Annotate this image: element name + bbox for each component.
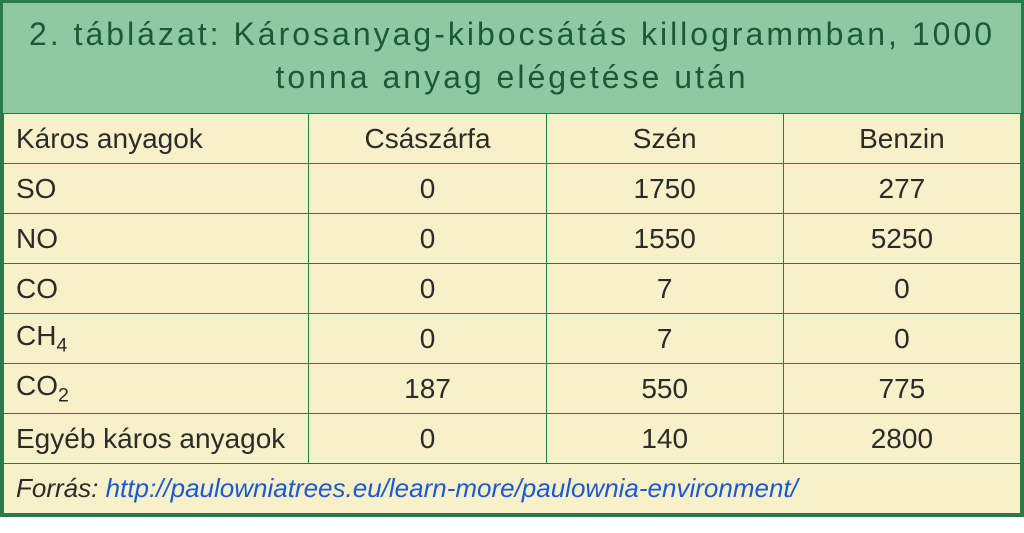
table-footer-cell: Forrás: http://paulowniatrees.eu/learn-m…: [4, 464, 1021, 514]
emissions-table: Káros anyagok Császárfa Szén Benzin SO01…: [3, 113, 1021, 514]
table-header-row: Káros anyagok Császárfa Szén Benzin: [4, 114, 1021, 164]
table-cell: 775: [783, 364, 1020, 414]
table-cell: 0: [783, 264, 1020, 314]
table-cell: 550: [546, 364, 783, 414]
table-title: 2. táblázat: Károsanyag-kibocsátás killo…: [3, 3, 1021, 113]
emissions-table-container: 2. táblázat: Károsanyag-kibocsátás killo…: [0, 0, 1024, 517]
table-row: NO015505250: [4, 214, 1021, 264]
row-label: CO2: [4, 364, 309, 414]
table-cell: 7: [546, 264, 783, 314]
table-cell: 0: [309, 214, 546, 264]
row-label: CO: [4, 264, 309, 314]
table-cell: 7: [546, 314, 783, 364]
table-row: CO2187550775: [4, 364, 1021, 414]
table-cell: 2800: [783, 414, 1020, 464]
row-label: SO: [4, 164, 309, 214]
col-header-0: Káros anyagok: [4, 114, 309, 164]
col-header-2: Szén: [546, 114, 783, 164]
footer-link[interactable]: http://paulowniatrees.eu/learn-more/paul…: [106, 473, 798, 503]
table-cell: 0: [783, 314, 1020, 364]
table-cell: 277: [783, 164, 1020, 214]
footer-label: Forrás:: [16, 473, 106, 503]
table-cell: 0: [309, 314, 546, 364]
table-row: CH4070: [4, 314, 1021, 364]
table-cell: 0: [309, 414, 546, 464]
table-cell: 0: [309, 264, 546, 314]
table-row: Egyéb káros anyagok01402800: [4, 414, 1021, 464]
table-cell: 5250: [783, 214, 1020, 264]
table-cell: 140: [546, 414, 783, 464]
row-label: CH4: [4, 314, 309, 364]
row-label: NO: [4, 214, 309, 264]
table-footer-row: Forrás: http://paulowniatrees.eu/learn-m…: [4, 464, 1021, 514]
table-cell: 187: [309, 364, 546, 414]
table-body: SO01750277NO015505250CO070CH4070CO218755…: [4, 164, 1021, 464]
row-label: Egyéb káros anyagok: [4, 414, 309, 464]
col-header-1: Császárfa: [309, 114, 546, 164]
table-cell: 1750: [546, 164, 783, 214]
table-cell: 1550: [546, 214, 783, 264]
table-cell: 0: [309, 164, 546, 214]
col-header-3: Benzin: [783, 114, 1020, 164]
table-row: CO070: [4, 264, 1021, 314]
table-row: SO01750277: [4, 164, 1021, 214]
